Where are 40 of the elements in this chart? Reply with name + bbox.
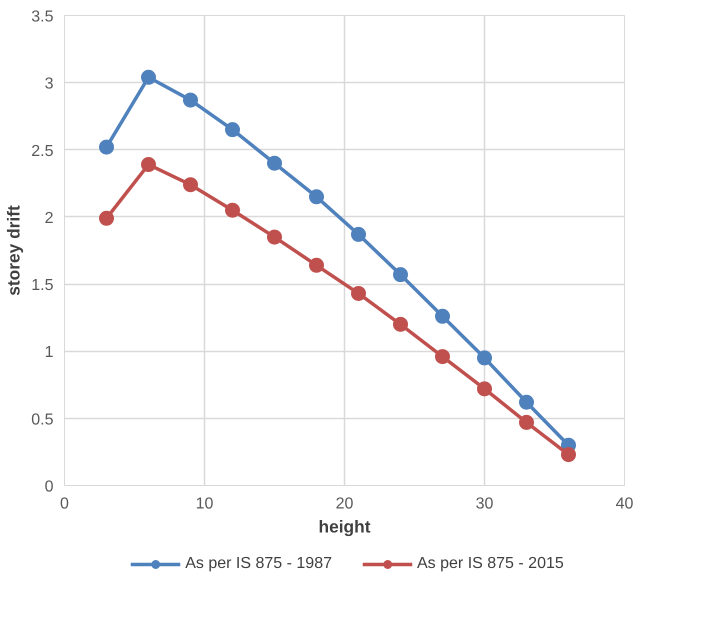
y-tick-label: 1 bbox=[44, 344, 54, 362]
y-axis-title: storey drift bbox=[3, 205, 24, 296]
point bbox=[183, 177, 198, 192]
point bbox=[519, 394, 534, 410]
point bbox=[99, 140, 114, 155]
y-tick-label: 0.5 bbox=[31, 411, 54, 428]
point bbox=[267, 230, 282, 245]
point bbox=[351, 226, 366, 242]
point bbox=[309, 258, 324, 273]
legend-label: As per IS 875 - 2015 bbox=[417, 555, 564, 573]
point bbox=[477, 381, 492, 396]
legend-label: As per IS 875 - 1987 bbox=[185, 555, 332, 573]
x-tick-label: 20 bbox=[336, 496, 354, 512]
point bbox=[393, 316, 408, 332]
point bbox=[141, 70, 156, 85]
point bbox=[309, 189, 324, 204]
y-tick-label: 3.5 bbox=[31, 8, 54, 26]
point bbox=[435, 308, 450, 324]
point bbox=[183, 92, 198, 108]
x-axis-title: height bbox=[318, 516, 371, 536]
x-tick-label: 10 bbox=[196, 496, 214, 512]
y-tick-label: 2.5 bbox=[31, 142, 54, 160]
point bbox=[519, 414, 534, 430]
point bbox=[477, 350, 492, 366]
point bbox=[225, 122, 240, 138]
y-tick-label: 0 bbox=[44, 478, 54, 496]
point bbox=[267, 156, 282, 171]
y-tick-label: 3 bbox=[44, 76, 54, 93]
x-tick-label: 30 bbox=[476, 496, 494, 512]
y-tick-label: 2 bbox=[44, 210, 54, 227]
point bbox=[351, 286, 366, 301]
point bbox=[393, 267, 408, 282]
point bbox=[561, 447, 576, 462]
point bbox=[435, 349, 450, 364]
point bbox=[99, 210, 114, 226]
x-tick-label: 40 bbox=[616, 496, 634, 512]
x-tick-label: 0 bbox=[60, 496, 70, 512]
y-tick-label: 1.5 bbox=[31, 277, 54, 294]
point bbox=[225, 202, 240, 218]
point bbox=[141, 157, 156, 172]
